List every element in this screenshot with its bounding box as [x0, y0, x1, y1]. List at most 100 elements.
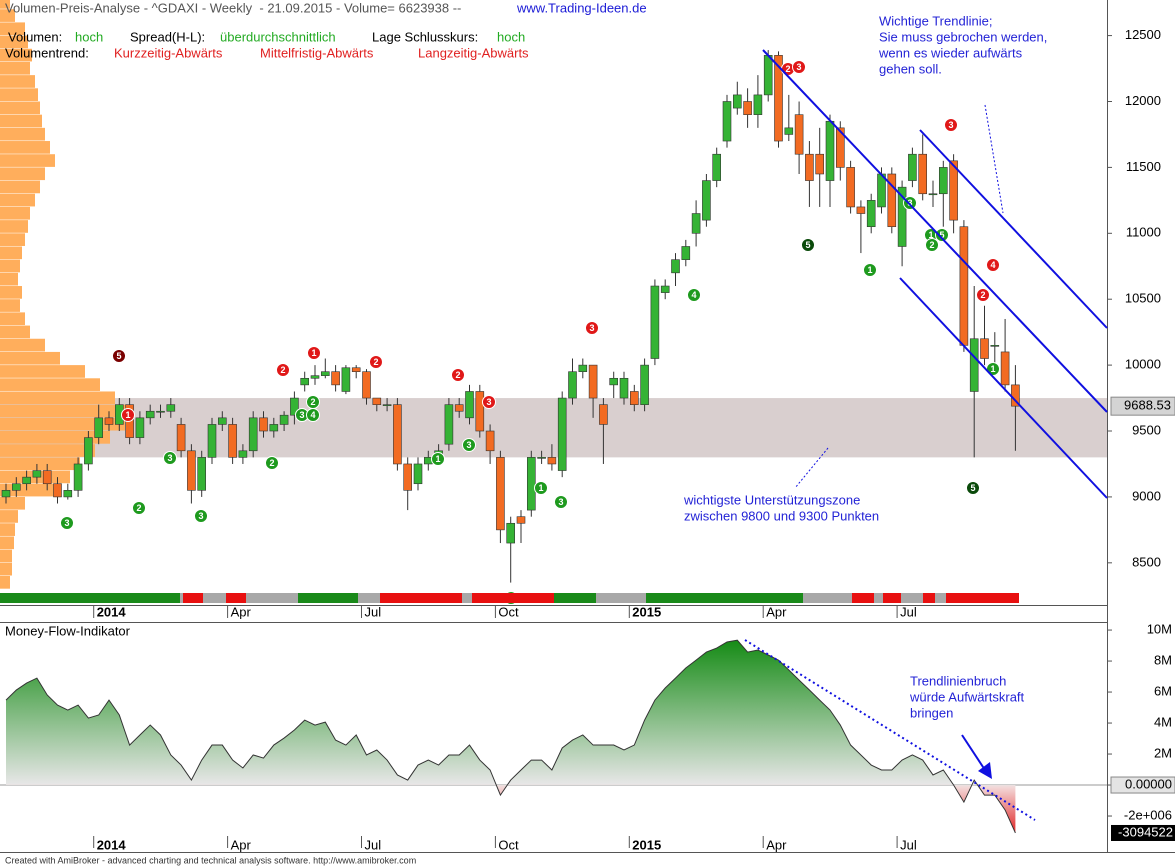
candle-body	[712, 153, 722, 181]
candle-body	[259, 417, 268, 432]
candle-body	[145, 410, 155, 419]
signal-label: 5	[939, 230, 944, 240]
signal-label: 3	[948, 120, 953, 130]
candle-body	[629, 391, 639, 405]
volume-profile-bar	[0, 233, 25, 246]
y-tick-label: 10000	[1125, 357, 1161, 372]
last-value-box	[1111, 824, 1175, 841]
candle-body	[609, 377, 619, 386]
candle-body	[63, 490, 73, 498]
signal-label: 4	[691, 290, 696, 300]
volume-profile-bar	[0, 325, 30, 339]
signal-label: 3	[198, 511, 203, 521]
trend-value: Langzeitig-Abwärts	[418, 45, 529, 60]
zero-label-box	[1110, 776, 1175, 794]
candle-body	[846, 167, 855, 208]
volume-profile-bar	[0, 167, 45, 181]
x-tick-label: Apr	[231, 837, 252, 852]
signal-label: 1	[125, 410, 130, 420]
candle-body	[547, 457, 557, 465]
candle-body	[640, 364, 649, 405]
volume-profile-bar	[0, 154, 55, 167]
candle-body	[506, 522, 516, 544]
candle-body	[856, 206, 866, 214]
candle-body	[805, 153, 814, 181]
candle-body	[949, 160, 958, 221]
candle-body	[660, 285, 670, 293]
signal-marker	[194, 509, 208, 523]
y-tick-label: 10M	[1147, 621, 1172, 636]
candle-body	[156, 410, 165, 413]
signal-label: 3	[558, 497, 563, 507]
header-website: www.Trading-Ideen.de	[516, 0, 647, 15]
trend-value: Mittelfristig-Abwärts	[260, 45, 374, 60]
volume-profile-bar	[0, 365, 85, 378]
signal-marker	[966, 481, 980, 495]
y-tick-label: 12500	[1125, 27, 1161, 42]
y-tick-label: 11000	[1126, 225, 1161, 240]
candle-body	[310, 375, 320, 379]
candle-body	[269, 424, 279, 432]
signal-marker	[306, 395, 320, 409]
candle-body	[568, 371, 577, 399]
signal-label: 4	[310, 410, 315, 420]
signal-marker	[925, 238, 939, 252]
x-tick-label: Oct	[498, 604, 519, 619]
volume-profile-bar	[0, 549, 12, 563]
candle-body	[176, 424, 186, 452]
candle-body	[794, 114, 804, 155]
signal-marker	[112, 349, 126, 363]
volume-profile-bar	[0, 206, 30, 220]
candle-body	[382, 404, 392, 406]
signal-label: 5	[970, 483, 975, 493]
candle-body	[887, 173, 897, 228]
signal-marker	[534, 481, 548, 495]
volume-profile-bar	[0, 259, 20, 273]
candle-body	[516, 516, 526, 524]
volume-profile-bar	[0, 9, 15, 22]
candle-body	[94, 417, 103, 438]
annotation: Wichtige Trendlinie;	[879, 13, 992, 28]
volume-profile-bar	[0, 61, 30, 75]
candle-body	[753, 94, 763, 115]
signal-label: 3	[589, 323, 594, 333]
y-tick-label: 10500	[1125, 291, 1161, 306]
signal-label: 2	[310, 397, 315, 407]
header-title: Volumen-Preis-Analyse - ^GDAXI - Weekly …	[5, 0, 461, 15]
annotation: Trendlinienbruch	[910, 673, 1006, 688]
last-value-label: -3094522	[1118, 824, 1173, 839]
candle-body	[650, 285, 660, 359]
candle-body	[290, 397, 299, 416]
signal-marker	[132, 501, 146, 515]
candle-body	[774, 55, 783, 142]
candle-body	[866, 200, 876, 228]
annotation: wenn es wieder aufwärts	[878, 45, 1023, 60]
candle-body	[743, 101, 752, 115]
annotation: zwischen 9800 und 9300 Punkten	[684, 508, 879, 523]
candle-body	[599, 404, 608, 425]
candle-body	[990, 345, 1000, 347]
candle-body	[32, 470, 42, 478]
signal-label: 1	[538, 483, 543, 493]
signal-marker	[687, 288, 701, 302]
volume-profile-bar	[0, 48, 32, 62]
y-tick-label: 6M	[1154, 683, 1172, 698]
signal-label: 3	[299, 410, 304, 420]
candle-body	[537, 457, 546, 459]
signal-marker	[431, 452, 445, 466]
candle-body	[187, 450, 196, 491]
trend-lines	[744, 49, 1108, 821]
candle-body	[320, 371, 330, 376]
volume-profile-bar	[0, 22, 25, 36]
x-tick-label: Jul	[365, 837, 382, 852]
trend-label: Volumentrend:	[5, 45, 89, 60]
volume-profile-bar	[0, 220, 28, 233]
candle-body	[372, 397, 382, 405]
signal-label: 1	[867, 265, 872, 275]
candle-body	[578, 364, 588, 372]
candle-body	[218, 417, 227, 425]
signal-marker	[307, 346, 321, 360]
y-tick-label: 8M	[1154, 652, 1172, 667]
candle-body	[207, 424, 217, 458]
